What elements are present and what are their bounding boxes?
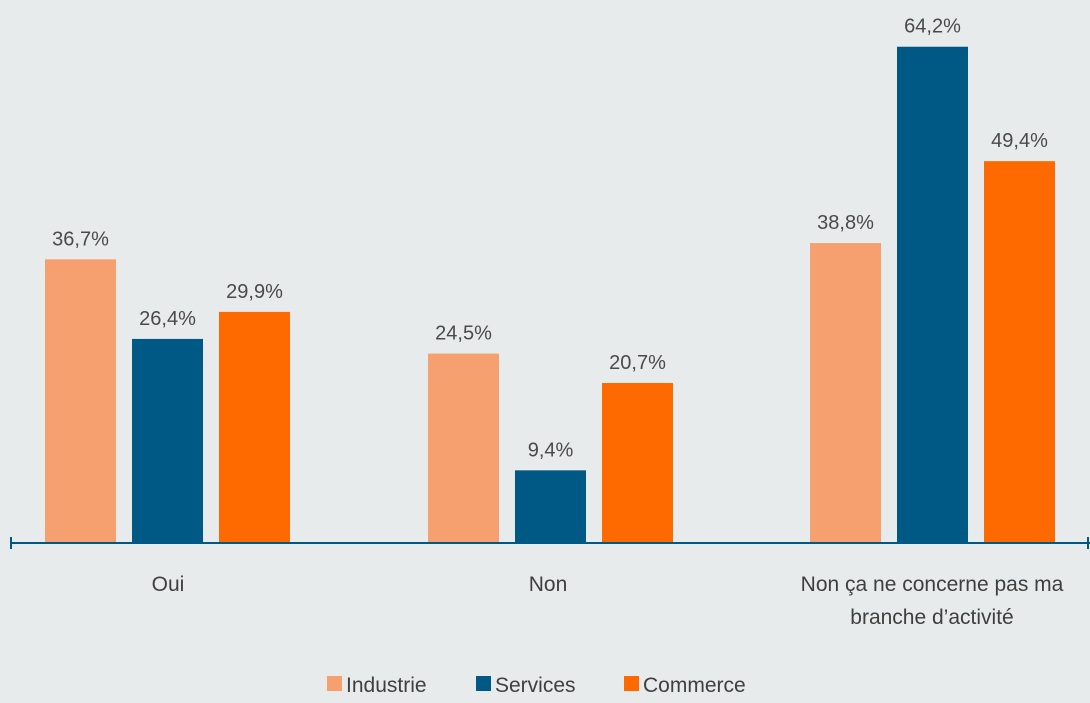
category-label-2-line-1: branche d’activité [850, 606, 1013, 629]
legend-swatch-commerce [624, 676, 639, 691]
data-label-services-2: 64,2% [904, 16, 961, 38]
category-label-1: Non [529, 573, 568, 596]
bar-services-2 [897, 46, 968, 543]
bar-commerce-0 [219, 311, 290, 543]
legend-swatch-industrie [327, 676, 342, 691]
data-label-industrie-2: 38,8% [817, 212, 874, 234]
data-label-services-0: 26,4% [139, 308, 196, 330]
data-label-commerce-2: 49,4% [991, 130, 1048, 152]
data-label-commerce-0: 29,9% [226, 281, 283, 303]
bar-services-0 [132, 338, 203, 543]
bar-services-1 [515, 470, 586, 543]
legend-label-commerce: Commerce [643, 674, 746, 697]
category-label-2-line-0: Non ça ne concerne pas ma [801, 573, 1064, 596]
data-label-industrie-0: 36,7% [52, 228, 109, 250]
data-label-services-1: 9,4% [528, 439, 574, 461]
data-label-commerce-1: 20,7% [609, 352, 666, 374]
data-label-industrie-1: 24,5% [435, 323, 492, 345]
legend-label-services: Services [495, 674, 576, 697]
bar-commerce-2 [984, 161, 1055, 543]
legend-label-industrie: Industrie [346, 674, 427, 697]
bar-industrie-2 [810, 243, 881, 544]
category-label-0: Oui [152, 573, 185, 596]
bar-commerce-1 [602, 382, 673, 543]
bar-industrie-1 [428, 353, 499, 543]
legend-swatch-services [476, 676, 491, 691]
bar-industrie-0 [45, 259, 116, 543]
